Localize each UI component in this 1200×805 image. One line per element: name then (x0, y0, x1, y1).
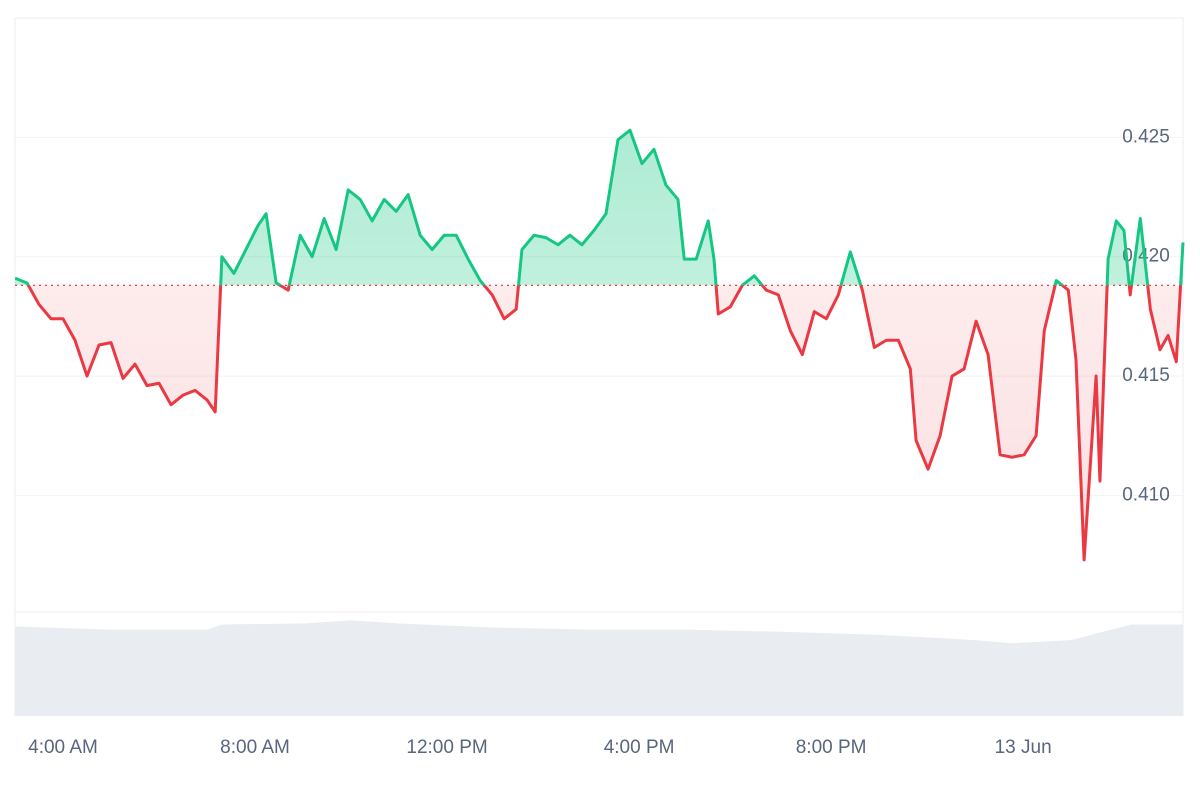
x-tick-label: 8:00 AM (220, 737, 290, 758)
x-tick-label: 13 Jun (995, 737, 1052, 758)
x-tick-label: 8:00 PM (796, 737, 867, 758)
x-tick-label: 4:00 AM (28, 737, 98, 758)
price-line-down (26, 285, 1183, 562)
price-line-up (15, 128, 1185, 286)
y-tick-label: 0.410 (1122, 484, 1170, 505)
y-tick-label: 0.425 (1122, 126, 1170, 147)
x-tick-label: 12:00 PM (406, 737, 487, 758)
area-down (15, 285, 1183, 560)
y-tick-label: 0.415 (1122, 365, 1170, 386)
x-tick-label: 4:00 PM (604, 737, 675, 758)
volume-area (15, 620, 1183, 716)
area-up (15, 130, 1183, 286)
